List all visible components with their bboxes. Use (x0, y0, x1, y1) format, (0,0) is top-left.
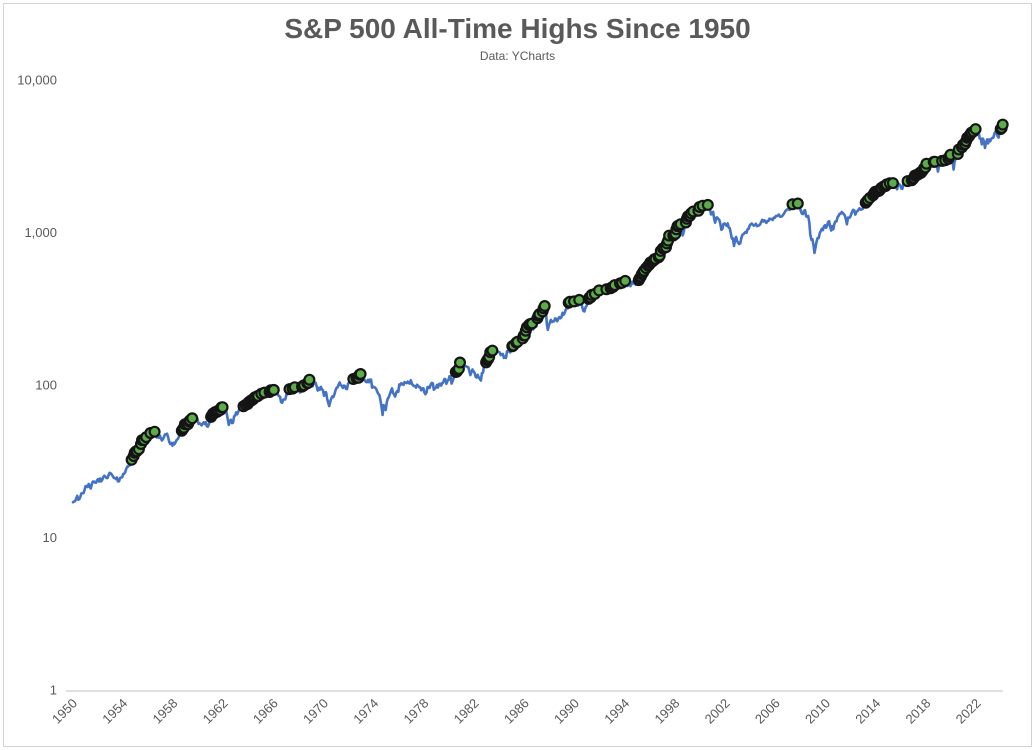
ath-marker (996, 118, 1009, 131)
ath-marker (701, 198, 714, 211)
chart-border-frame (3, 3, 1032, 747)
ath-marker (791, 197, 804, 210)
y-tick-label: 10 (43, 530, 57, 545)
ath-marker (538, 300, 551, 313)
x-tick-label: 1982 (451, 696, 482, 727)
x-tick-label: 2018 (902, 696, 933, 727)
y-tick-label: 1 (50, 683, 57, 698)
x-tick-label: 2002 (702, 696, 733, 727)
x-tick-label: 1994 (601, 696, 632, 727)
ath-marker (267, 383, 280, 396)
y-tick-label: 10,000 (17, 73, 57, 88)
y-tick-label: 100 (35, 378, 57, 393)
x-tick-label: 1990 (551, 696, 582, 727)
x-tick-label: 1986 (501, 696, 532, 727)
ath-marker (354, 368, 367, 381)
ath-marker (303, 373, 316, 386)
ath-marker (454, 356, 467, 369)
x-tick-label: 1962 (200, 696, 231, 727)
x-tick-label: 1958 (149, 696, 180, 727)
ath-marker (486, 344, 499, 357)
ath-marker (216, 401, 229, 414)
x-tick-label: 1954 (99, 696, 130, 727)
ath-marker (573, 293, 586, 306)
x-tick-label: 2014 (852, 696, 883, 727)
ath-marker (619, 274, 632, 287)
x-tick-label: 1966 (250, 696, 281, 727)
x-tick-label: 1974 (350, 696, 381, 727)
ath-marker (886, 177, 899, 190)
y-tick-label: 1,000 (24, 225, 57, 240)
x-tick-label: 2022 (953, 696, 984, 727)
x-tick-label: 1998 (651, 696, 682, 727)
chart-subtitle: Data: YCharts (479, 49, 556, 63)
ath-marker (186, 412, 199, 425)
ath-marker (148, 425, 161, 438)
x-tick-label: 1970 (300, 696, 331, 727)
x-tick-label: 2010 (802, 696, 833, 727)
x-tick-label: 1950 (49, 696, 80, 727)
ath-marker (969, 123, 982, 136)
x-tick-label: 1978 (400, 696, 431, 727)
chart-title: S&P 500 All-Time Highs Since 1950 (284, 13, 751, 44)
x-tick-label: 2006 (752, 696, 783, 727)
